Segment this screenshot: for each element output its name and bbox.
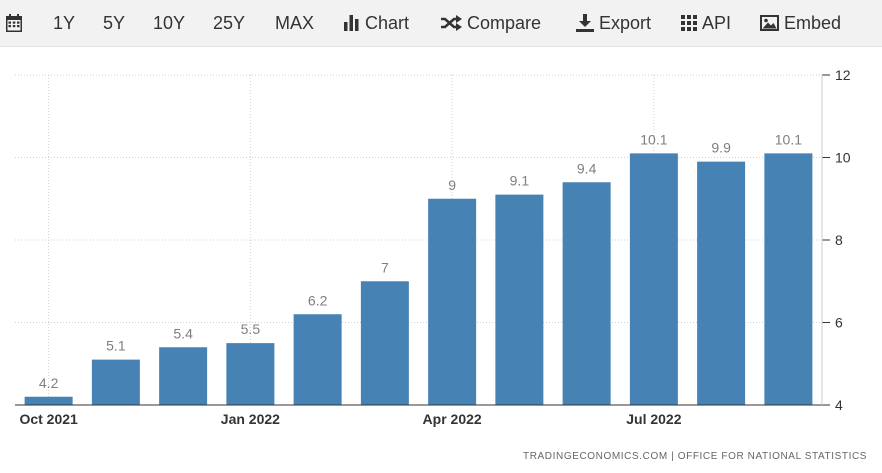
bar: [91, 359, 140, 405]
y-tick-label: 10: [835, 150, 851, 166]
data-label: 5.5: [241, 321, 261, 337]
inflation-bar-chart: 4 6 8 10 12 4.2 5.1 5.4 5.5 6.2 7 9 9.1 9.4 10.1 9.9 10.…: [15, 67, 851, 427]
range-1y-button[interactable]: 1Y: [53, 12, 76, 33]
bar: [428, 198, 477, 405]
bar: [159, 347, 208, 405]
bar: [629, 153, 678, 405]
range-max-button[interactable]: MAX: [275, 12, 315, 33]
data-label: 9.4: [577, 160, 597, 176]
shuffle-icon: [441, 15, 462, 31]
download-icon: [576, 14, 594, 32]
bar: [764, 153, 813, 405]
data-label: 5.1: [106, 338, 126, 354]
compare-label: Compare: [467, 12, 542, 33]
bar: [562, 182, 611, 405]
data-label: 9.1: [510, 173, 530, 189]
export-button[interactable]: Export: [576, 0, 651, 46]
image-icon: [760, 15, 779, 31]
bar: [226, 343, 275, 405]
embed-button[interactable]: Embed: [760, 0, 841, 46]
grid-icon: [681, 15, 697, 31]
bar: [293, 314, 342, 405]
chart-type-button[interactable]: Chart: [344, 0, 409, 46]
api-button[interactable]: API: [681, 0, 731, 46]
y-tick-label: 4: [835, 397, 843, 413]
data-label: 10.1: [640, 131, 667, 147]
data-label: 7: [381, 259, 389, 275]
toolbar: 1Y 5Y 10Y 25Y MAX Chart Compare Export A…: [0, 0, 882, 47]
range-5y-button[interactable]: 5Y: [103, 12, 126, 33]
bar: [24, 396, 73, 405]
api-label: API: [702, 12, 732, 33]
range-25y-button[interactable]: 25Y: [213, 12, 246, 33]
range-10y-button[interactable]: 10Y: [153, 12, 186, 33]
export-label: Export: [599, 12, 652, 33]
y-tick-label: 8: [835, 232, 843, 248]
bar-chart-icon: [344, 15, 359, 31]
x-tick-label: Jan 2022: [221, 411, 280, 427]
x-tick-label: Apr 2022: [423, 411, 482, 427]
chart-type-label: Chart: [365, 12, 410, 33]
y-tick-label: 12: [835, 67, 851, 83]
source-credit: TRADINGECONOMICS.COM | OFFICE FOR NATION…: [523, 451, 868, 462]
calendar-icon[interactable]: [6, 0, 27, 46]
embed-label: Embed: [784, 12, 842, 33]
data-label: 5.4: [173, 325, 193, 341]
compare-button[interactable]: Compare: [440, 0, 541, 46]
x-tick-label: Oct 2021: [19, 411, 78, 427]
data-label: 10.1: [775, 131, 802, 147]
data-label: 9.9: [711, 140, 731, 156]
bar: [697, 161, 746, 405]
data-label: 4.2: [39, 375, 59, 391]
x-tick-label: Jul 2022: [626, 411, 681, 427]
bar: [360, 281, 409, 405]
y-tick-label: 6: [835, 315, 843, 331]
data-label: 6.2: [308, 292, 328, 308]
bar: [495, 194, 544, 405]
data-label: 9: [448, 177, 456, 193]
